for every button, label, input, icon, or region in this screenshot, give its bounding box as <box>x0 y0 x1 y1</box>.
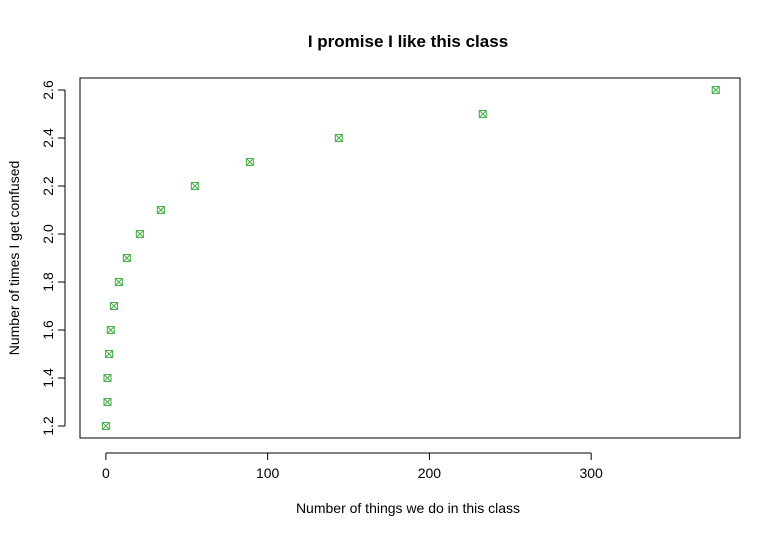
data-point <box>190 181 199 191</box>
x-tick-label: 0 <box>102 465 110 481</box>
data-points <box>101 85 720 431</box>
y-tick-label: 1.4 <box>40 368 56 388</box>
y-tick-label: 1.6 <box>40 320 56 340</box>
data-point <box>711 85 720 95</box>
data-point <box>478 109 487 119</box>
y-axis: 1.2 1.4 1.6 1.8 2.0 2.2 2.4 2.6 <box>40 80 66 436</box>
y-tick-label: 2.4 <box>40 128 56 148</box>
data-point <box>114 277 123 287</box>
x-tick-label: 100 <box>256 465 280 481</box>
x-axis: 0 100 200 300 <box>102 452 603 481</box>
x-axis-label: Number of things we do in this class <box>296 500 520 516</box>
data-point <box>101 421 110 431</box>
chart-title: I promise I like this class <box>308 32 508 51</box>
data-point <box>105 349 114 359</box>
data-point <box>245 157 254 167</box>
data-point <box>156 205 165 215</box>
data-point <box>135 229 144 239</box>
x-tick-label: 300 <box>579 465 603 481</box>
data-point <box>103 397 112 407</box>
plot-frame <box>79 77 741 439</box>
data-point <box>106 325 115 335</box>
x-tick-label: 200 <box>418 465 442 481</box>
y-axis-label: Number of times I get confused <box>6 161 22 356</box>
y-tick-label: 1.8 <box>40 272 56 292</box>
data-point <box>122 253 131 263</box>
y-tick-label: 2.6 <box>40 80 56 100</box>
data-point <box>103 373 112 383</box>
data-point <box>109 301 119 311</box>
data-point <box>334 133 343 143</box>
y-tick-label: 2.2 <box>40 176 56 196</box>
y-tick-label: 2.0 <box>40 224 56 244</box>
y-tick-label: 1.2 <box>40 416 56 436</box>
